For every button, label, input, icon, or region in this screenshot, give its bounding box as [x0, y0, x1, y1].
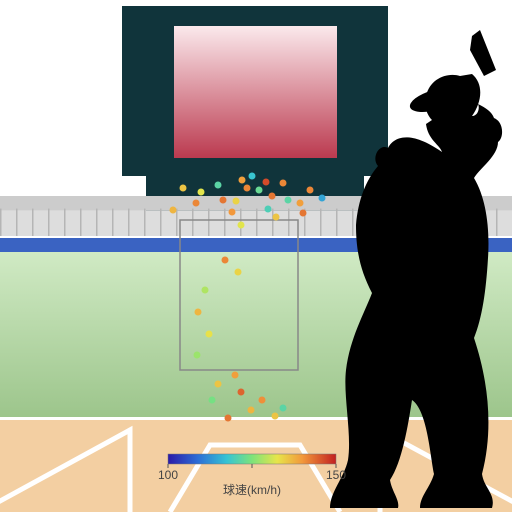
legend-label: 球速(km/h) [223, 483, 281, 497]
pitch-location-chart: 100 150 球速(km/h) [0, 0, 512, 512]
legend-colorbar [168, 454, 336, 464]
velocity-legend: 100 150 球速(km/h) [0, 0, 512, 512]
legend-tick-label: 150 [326, 468, 346, 482]
legend-tick-label: 100 [158, 468, 178, 482]
